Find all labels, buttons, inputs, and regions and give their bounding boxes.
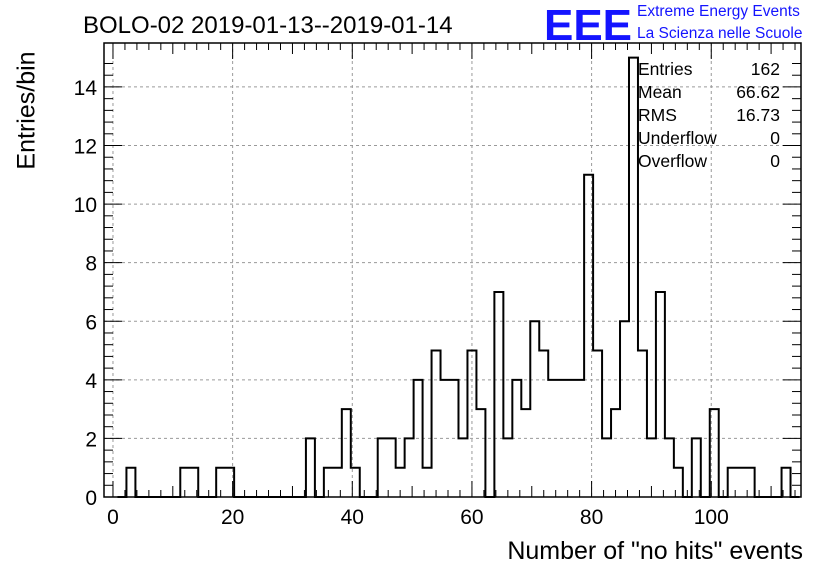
histogram-bin: [692, 438, 701, 497]
histogram-bin: [378, 438, 387, 497]
histogram-bin: [602, 438, 611, 497]
histogram-bin: [656, 292, 665, 497]
stat-value: 0: [770, 128, 780, 148]
y-tick-label: 6: [85, 311, 97, 334]
histogram-bin: [521, 409, 530, 497]
project-name: Extreme Energy Events: [637, 3, 800, 20]
x-axis-label: Number of "no hits" events: [507, 537, 803, 565]
histogram-bin: [432, 351, 441, 497]
stat-label: Entries: [638, 59, 693, 79]
histogram-bin: [342, 409, 351, 497]
plot-frame: [103, 42, 802, 498]
stat-row-entries: Entries 162: [638, 58, 780, 81]
stat-row-underflow: Underflow 0: [638, 127, 780, 150]
axis-ticks: [104, 43, 801, 498]
stats-box: Entries 162 Mean 66.62 RMS 16.73 Underfl…: [638, 58, 780, 173]
tick-labels: 0 20 40 60 80 100 0 2 4 6 8 10 12 14: [74, 77, 729, 529]
stat-row-rms: RMS 16.73: [638, 104, 780, 127]
histogram-bin: [638, 351, 647, 497]
histogram-bin: [530, 321, 539, 497]
y-tick-label: 12: [74, 136, 97, 159]
x-tick-label: 40: [341, 506, 364, 529]
histogram-bin: [737, 468, 746, 497]
stat-value: 66.62: [736, 82, 780, 102]
x-tick-label: 80: [580, 506, 603, 529]
stat-label: Underflow: [638, 128, 717, 148]
histogram-bin: [620, 321, 629, 497]
histogram-bin: [126, 468, 135, 497]
stat-value: 0: [770, 151, 780, 171]
y-tick-label: 14: [74, 77, 98, 100]
y-tick-label: 4: [85, 370, 97, 393]
histogram-bin: [503, 438, 512, 497]
x-tick-label: 60: [460, 506, 483, 529]
histogram-bin: [593, 351, 602, 497]
histogram-bin: [476, 409, 485, 497]
y-tick-label: 8: [85, 253, 97, 276]
stat-row-overflow: Overflow 0: [638, 150, 780, 173]
chart-title: BOLO-02 2019-01-13--2019-01-14: [83, 12, 453, 39]
eee-logo: EEE: [544, 2, 632, 44]
histogram-bin: [539, 351, 548, 497]
stat-row-mean: Mean 66.62: [638, 81, 780, 104]
x-tick-label: 20: [221, 506, 244, 529]
histogram-bin: [387, 438, 396, 497]
svg-text:EEE: EEE: [544, 2, 632, 44]
histogram-bin: [611, 409, 620, 497]
y-axis-label: Entries/bin: [12, 51, 41, 170]
histogram-bin: [629, 58, 638, 497]
histogram-bin: [458, 438, 467, 497]
stat-label: Overflow: [638, 151, 708, 171]
project-subtitle: La Scienza nelle Scuole: [637, 25, 803, 42]
histogram-bin: [494, 292, 503, 497]
stat-label: RMS: [638, 105, 677, 125]
x-tick-label: 0: [107, 506, 119, 529]
histogram-bin: [665, 438, 674, 497]
y-tick-label: 2: [85, 428, 97, 451]
stat-value: 16.73: [736, 105, 780, 125]
x-tick-label: 100: [694, 506, 729, 529]
stat-value: 162: [750, 59, 780, 79]
y-tick-label: 10: [74, 194, 97, 217]
y-tick-label: 0: [85, 487, 97, 510]
histogram-bin: [306, 438, 315, 497]
stat-label: Mean: [638, 82, 682, 102]
